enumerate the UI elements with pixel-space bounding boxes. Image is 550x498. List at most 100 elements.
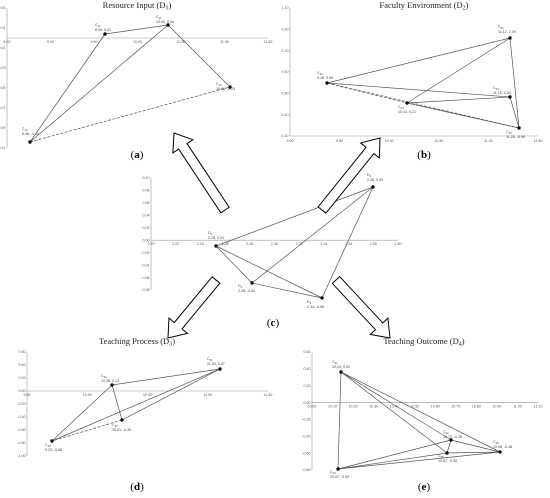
- panel-d-edge: [51, 368, 221, 442]
- panel-e-y-tick: -0.40: [302, 434, 310, 438]
- panel-d-y-tick: -0.60: [17, 428, 25, 432]
- panel-c-x-tick: 2.36: [345, 242, 352, 246]
- panel-a-point-label: C11 10.50, 0.04: [156, 15, 174, 24]
- panel-e-edge: [337, 452, 448, 470]
- panel-d-y-tick: 0.60: [19, 350, 26, 354]
- arrow-to-panel-d: [167, 276, 221, 339]
- panel-b-point: [517, 126, 521, 130]
- panel-c-y-tick: 0.06: [143, 201, 150, 205]
- panel-a-x-tick: 11.00: [220, 40, 229, 44]
- panel-a-edge: [29, 33, 106, 143]
- panel-e-edge: [337, 371, 342, 470]
- panel-e-caption: (e): [418, 481, 431, 493]
- panel-c: 0.10 0.08 0.06 0.04 0.02 0.00 -0.02 -0.04 -0.06 -…: [141, 173, 401, 329]
- panel-c-point-label: D4 2.34, -0.06: [307, 300, 324, 309]
- panel-d-x-tick: 11.00: [203, 393, 212, 397]
- panel-b-edge: [509, 96, 520, 129]
- panel-e-edge: [340, 371, 501, 453]
- panel-d-y-tick: -0.20: [17, 402, 25, 406]
- panel-e-x-tick: 10.60: [431, 405, 440, 409]
- panel-e-x-tick: 11.10: [534, 405, 543, 409]
- panel-c-y-tick: 0.02: [143, 226, 150, 230]
- panel-b-edge: [326, 37, 511, 84]
- panel-b-y-tick: 0.30: [282, 92, 289, 96]
- panel-d-edge: [121, 368, 221, 421]
- panel-e-x-tick: 10.70: [451, 405, 460, 409]
- panel-d-edge: [111, 368, 221, 386]
- panel-b-point: [325, 81, 329, 85]
- panel-a-point: [28, 140, 32, 144]
- panel-b-point-label: C21 11.17, 1.09: [498, 25, 516, 34]
- panel-e-edge: [446, 451, 501, 454]
- panel-e-x-tick: 10.90: [492, 405, 501, 409]
- panel-a-point: [103, 32, 107, 36]
- panel-b-point: [508, 36, 512, 40]
- panel-c-y-tick: -0.08: [141, 288, 149, 292]
- panel-b-title: Faculty Environment (D2): [380, 0, 469, 12]
- panel-e-x-tick: 10.20: [349, 405, 358, 409]
- panel-a-x-tick: 9.50: [91, 40, 98, 44]
- panel-d-x-tick: 9.50: [24, 393, 31, 397]
- panel-d-edge: [111, 384, 123, 421]
- panel-a-y-tick: 0.03: [0, 6, 6, 10]
- panel-e: Teaching Outcome (D4) 0.60 0.40 0.20 0.00 -0.…: [302, 336, 542, 493]
- panel-c-edge: [321, 186, 374, 299]
- panel-b-caption: (b): [417, 149, 431, 161]
- panel-d-point: [50, 439, 54, 443]
- panel-b-edge: [406, 102, 520, 129]
- panel-c-point: [320, 296, 324, 300]
- panel-c-y-tick: -0.02: [141, 251, 149, 255]
- panel-a-x-tick: 10.50: [177, 40, 186, 44]
- panel-b-edge: [509, 37, 520, 129]
- panel-d-y-tick: -0.80: [17, 441, 25, 445]
- panel-e-y-tick: -0.80: [302, 468, 310, 472]
- panel-e-edge: [446, 439, 452, 454]
- panel-b-x-tick: 10.50: [434, 139, 443, 143]
- panel-d-x-tick: 11.50: [264, 393, 273, 397]
- panel-e-edge: [337, 451, 501, 470]
- panel-d-y-tick: 0.00: [19, 389, 26, 393]
- panel-c-point: [250, 281, 254, 285]
- panel-e-y-tick: 0.60: [304, 350, 311, 354]
- panel-e-point-label: C41 10.24, 0.51: [332, 360, 350, 369]
- panel-c-x-tick: 2.24: [197, 242, 204, 246]
- panel-d-caption: (d): [130, 481, 144, 493]
- panel-c-x-tick: 2.28: [246, 242, 253, 246]
- panel-c-edge: [251, 282, 323, 299]
- panel-d-point-label: C32 10.36, 0.13: [101, 374, 119, 383]
- panel-e-y-tick: 0.20: [304, 384, 311, 388]
- panel-b-x-tick: 10.00: [385, 139, 394, 143]
- panel-d-y-tick: -1.00: [17, 454, 25, 458]
- panel-d-y-tick: 0.40: [19, 363, 26, 367]
- panel-e-point: [339, 370, 343, 374]
- panel-c-x-tick: 2.34: [320, 242, 327, 246]
- panel-d-title: Teaching Process (D3): [99, 336, 175, 348]
- panel-d-x-tick: 10.50: [143, 393, 152, 397]
- panel-e-y-tick: -0.20: [302, 418, 310, 422]
- panel-a-y-tick: -0.09: [0, 126, 6, 130]
- panel-c-point-label: D3 2.28, -0.04: [238, 284, 255, 293]
- panel-b-x-tick: 11.50: [534, 139, 543, 143]
- panel-d: Teaching Process (D3) 0.60 0.40 0.20 0.00 -0.…: [17, 336, 272, 493]
- panel-c-x-tick: 2.38: [370, 242, 377, 246]
- panel-b-edge: [326, 82, 408, 104]
- panel-e-x-tick: 10.40: [390, 405, 399, 409]
- panel-a-edge: [167, 24, 231, 88]
- panel-e-point: [449, 438, 453, 442]
- panel-c-x-tick: 2.30: [271, 242, 278, 246]
- panel-a-point-label: C13 10.98, -0.03: [216, 82, 235, 91]
- panel-c-edge: [215, 186, 374, 247]
- panel-e-x-tick: 10.30: [369, 405, 378, 409]
- panel-a-y-tick: -0.01: [0, 46, 6, 50]
- panel-c-edge: [251, 186, 374, 284]
- panel-b-y-tick: -0.10: [280, 134, 288, 138]
- panel-b-point-label: C25 11.25, -0.08: [506, 130, 525, 139]
- panel-a-y-tick: -0.11: [0, 146, 6, 150]
- panel-a-y-tick: -0.05: [0, 86, 6, 90]
- panel-d-point: [110, 383, 114, 387]
- panel-b-point: [508, 95, 512, 99]
- panel-e-x-tick: 11.00: [513, 405, 522, 409]
- panel-e-x-tick: 10.10: [328, 405, 337, 409]
- panel-e-title: Teaching Outcome (D4): [383, 336, 464, 348]
